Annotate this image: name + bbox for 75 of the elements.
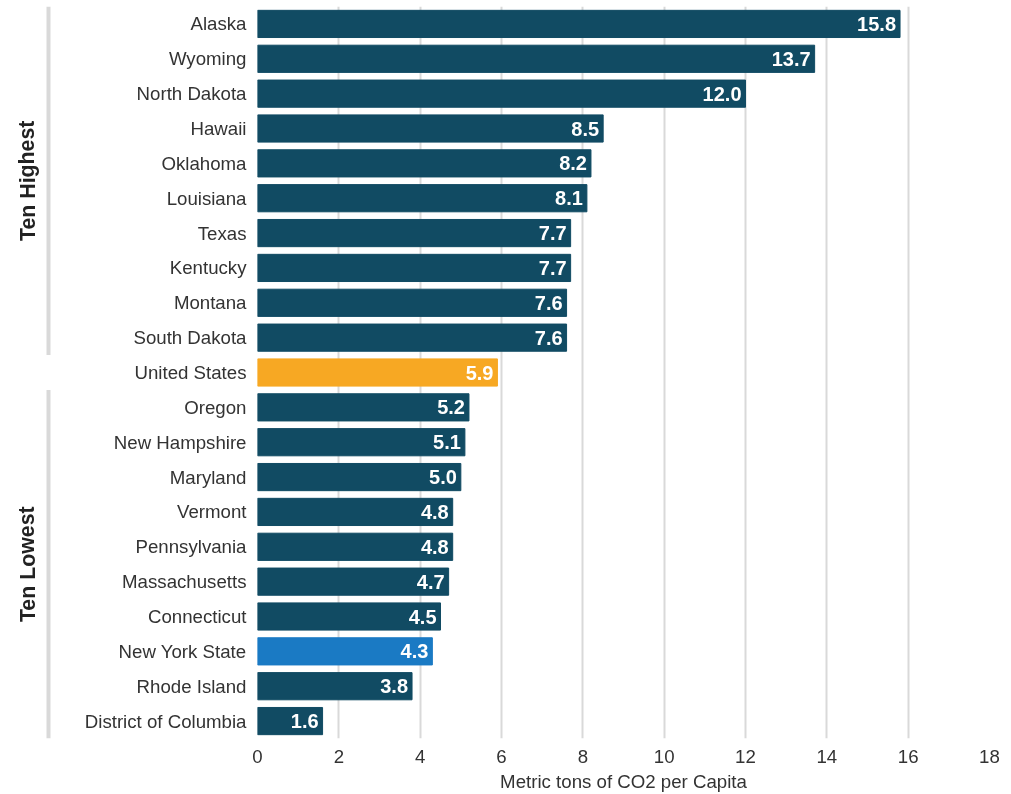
data-label: 13.7 — [771, 47, 811, 70]
bar — [257, 532, 454, 561]
bar — [257, 288, 568, 317]
y-tick-label: Oklahoma — [161, 152, 248, 174]
y-tick-label: Texas — [197, 222, 247, 244]
bar — [257, 44, 816, 73]
bar — [257, 637, 433, 666]
data-label: 5.1 — [433, 431, 461, 454]
data-label: 7.6 — [534, 326, 563, 349]
data-label: 4.3 — [400, 640, 429, 663]
x-tick-label: 14 — [816, 745, 838, 767]
y-tick-label: Hawaii — [190, 118, 247, 139]
y-tick-label: Connecticut — [147, 606, 248, 627]
x-tick-label: 4 — [414, 745, 426, 767]
bar — [257, 114, 604, 143]
data-label: 4.5 — [408, 605, 437, 628]
y-tick-label: Montana — [173, 292, 248, 314]
data-label: 7.6 — [534, 291, 563, 314]
bar — [257, 567, 450, 596]
y-tick-label: New York State — [118, 640, 247, 662]
bar — [257, 184, 588, 213]
y-tick-label: Wyoming — [168, 48, 247, 70]
x-tick-label: 8 — [577, 745, 589, 767]
y-tick-label: Maryland — [169, 466, 247, 488]
x-tick-label: 6 — [496, 745, 507, 767]
data-label: 3.8 — [380, 675, 409, 698]
text: Ten Lowest — [15, 506, 40, 623]
data-label: 5.2 — [437, 396, 465, 419]
y-tick-label: Oregon — [184, 396, 247, 418]
data-label: 5.0 — [429, 466, 457, 489]
bar — [257, 253, 572, 283]
y-tick-label: Pennsylvania — [135, 536, 248, 558]
y-tick-label: Louisiana — [166, 187, 248, 209]
x-tick-label: 16 — [897, 745, 919, 767]
bar — [257, 672, 413, 701]
bar — [257, 149, 592, 178]
y-tick-label: United States — [134, 362, 247, 383]
y-tick-label: Massachusetts — [122, 571, 247, 593]
bar — [257, 323, 568, 352]
text: Ten Highest — [15, 120, 40, 242]
bar — [257, 462, 462, 492]
data-label: 8.2 — [559, 152, 587, 175]
y-tick-label: South Dakota — [133, 327, 248, 349]
y-tick-label: Rhode Island — [136, 675, 247, 697]
bar — [257, 602, 441, 631]
data-label: 8.1 — [555, 187, 583, 210]
data-label: 4.8 — [420, 535, 449, 558]
x-tick-label: 10 — [653, 745, 675, 767]
x-tick-label: 2 — [333, 745, 345, 767]
data-label: 5.9 — [465, 361, 494, 384]
bar — [257, 393, 470, 422]
bar — [257, 497, 454, 527]
x-tick-label: 12 — [735, 745, 756, 767]
bar — [257, 428, 466, 457]
x-axis-title: Metric tons of CO2 per Capita — [500, 770, 748, 792]
data-label: 4.7 — [416, 570, 445, 593]
x-tick-label: 18 — [979, 745, 1000, 767]
y-tick-label: District of Columbia — [84, 710, 248, 732]
bar — [257, 9, 901, 39]
data-label: 7.7 — [538, 256, 567, 279]
data-label: 12.0 — [702, 82, 742, 105]
data-label: 1.6 — [290, 710, 319, 733]
bar — [257, 358, 498, 387]
x-tick-label: 0 — [252, 745, 263, 767]
y-tick-label: Alaska — [190, 13, 248, 35]
bar — [257, 79, 746, 108]
y-tick-label: Kentucky — [169, 257, 248, 279]
data-label: 4.8 — [420, 500, 449, 523]
data-label: 15.8 — [857, 12, 897, 35]
y-tick-label: North Dakota — [136, 83, 248, 105]
y-tick-label: New Hampshire — [113, 431, 247, 453]
bar — [257, 218, 572, 248]
y-tick-label: Vermont — [177, 501, 248, 523]
data-label: 7.7 — [538, 222, 567, 245]
data-label: 8.5 — [571, 117, 600, 140]
